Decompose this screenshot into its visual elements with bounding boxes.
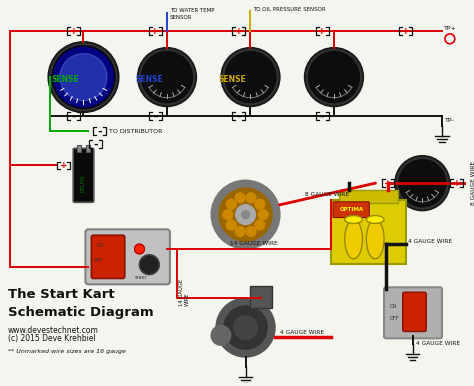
Text: -: -	[320, 112, 325, 122]
Text: +: +	[319, 27, 326, 36]
Circle shape	[48, 42, 119, 112]
Text: +: +	[235, 27, 243, 36]
Circle shape	[397, 157, 448, 209]
Circle shape	[227, 220, 236, 230]
Text: +: +	[384, 179, 392, 188]
Circle shape	[307, 49, 362, 105]
Text: +: +	[402, 27, 410, 36]
Text: OFF: OFF	[93, 258, 102, 263]
Text: TP-: TP-	[445, 118, 455, 123]
Circle shape	[219, 188, 272, 241]
Circle shape	[236, 205, 255, 224]
Text: -: -	[97, 127, 101, 137]
Circle shape	[225, 52, 276, 103]
Circle shape	[211, 180, 280, 249]
Text: The Start Kart: The Start Kart	[8, 288, 115, 301]
Text: 4 GAUGE WIRE: 4 GAUGE WIRE	[408, 239, 452, 244]
Circle shape	[139, 49, 194, 105]
Circle shape	[216, 298, 275, 357]
Text: DELPHI: DELPHI	[81, 174, 86, 192]
Ellipse shape	[345, 216, 363, 223]
Circle shape	[224, 306, 267, 349]
Text: 4 GAUGE WIRE: 4 GAUGE WIRE	[417, 341, 461, 346]
Text: 8 GAUGE WIRE: 8 GAUGE WIRE	[305, 193, 349, 198]
Text: TO DISTRIBUTOR: TO DISTRIBUTOR	[109, 129, 163, 134]
Circle shape	[221, 47, 280, 107]
Text: 14 GAUGE
WIRE: 14 GAUGE WIRE	[179, 279, 190, 306]
Text: TO OIL PRESSURE SENSOR: TO OIL PRESSURE SENSOR	[254, 7, 326, 12]
Ellipse shape	[366, 216, 384, 223]
Circle shape	[137, 47, 196, 107]
Bar	[250, 286, 272, 308]
Text: -: -	[153, 112, 157, 122]
Text: TO WATER TEMP
SENSOR: TO WATER TEMP SENSOR	[170, 8, 214, 20]
FancyBboxPatch shape	[91, 235, 125, 278]
Text: START: START	[135, 276, 148, 281]
Ellipse shape	[345, 220, 363, 259]
Circle shape	[246, 193, 256, 203]
Bar	[86, 145, 91, 152]
Text: 4 GAUGE WIRE: 4 GAUGE WIRE	[281, 330, 325, 335]
Circle shape	[139, 255, 159, 274]
Circle shape	[234, 316, 257, 339]
Circle shape	[227, 199, 236, 209]
FancyBboxPatch shape	[333, 202, 369, 218]
Circle shape	[54, 47, 113, 107]
Circle shape	[235, 193, 245, 203]
Circle shape	[258, 210, 268, 220]
Circle shape	[399, 159, 446, 207]
Circle shape	[52, 46, 115, 108]
Text: ON: ON	[96, 242, 104, 247]
Text: +: +	[453, 179, 461, 188]
Circle shape	[141, 52, 192, 103]
Text: SENSE: SENSE	[219, 74, 246, 83]
Circle shape	[50, 44, 117, 110]
Text: www.devestechnet.com: www.devestechnet.com	[8, 326, 99, 335]
Text: +: +	[151, 27, 159, 36]
Text: -: -	[237, 112, 241, 122]
Text: +: +	[60, 161, 68, 171]
Text: ON: ON	[390, 305, 397, 310]
Circle shape	[235, 227, 245, 236]
Circle shape	[309, 52, 359, 103]
Circle shape	[223, 49, 278, 105]
Circle shape	[246, 227, 256, 236]
Bar	[77, 145, 81, 152]
Text: -: -	[72, 112, 76, 122]
Text: +: +	[70, 27, 77, 36]
Circle shape	[395, 156, 450, 211]
FancyBboxPatch shape	[85, 229, 170, 284]
Bar	[339, 190, 398, 203]
Circle shape	[255, 199, 265, 209]
Text: SENSE: SENSE	[52, 74, 80, 83]
Circle shape	[242, 211, 249, 218]
Circle shape	[255, 220, 265, 230]
Circle shape	[211, 326, 231, 345]
Ellipse shape	[366, 220, 384, 259]
FancyBboxPatch shape	[384, 287, 442, 339]
Text: (c) 2015 Deve Krehbiel: (c) 2015 Deve Krehbiel	[8, 334, 96, 344]
Text: 14 GAUGE WIRE: 14 GAUGE WIRE	[229, 240, 277, 245]
Bar	[331, 200, 406, 264]
Circle shape	[223, 210, 233, 220]
Circle shape	[304, 47, 364, 107]
Circle shape	[60, 54, 107, 101]
Text: -: -	[93, 139, 98, 149]
Text: OPTIMA: OPTIMA	[339, 207, 364, 212]
Text: TP+: TP+	[444, 27, 457, 32]
Text: 8 GAUGE WIRE: 8 GAUGE WIRE	[472, 161, 474, 205]
Text: OFF: OFF	[390, 316, 399, 321]
FancyBboxPatch shape	[73, 148, 94, 202]
Text: SENSE: SENSE	[135, 74, 163, 83]
Text: Schematic Diagram: Schematic Diagram	[8, 306, 154, 319]
FancyBboxPatch shape	[403, 292, 426, 332]
Circle shape	[135, 244, 145, 254]
Text: ** Unmarked wire sizes are 16 gauge: ** Unmarked wire sizes are 16 gauge	[8, 349, 126, 354]
